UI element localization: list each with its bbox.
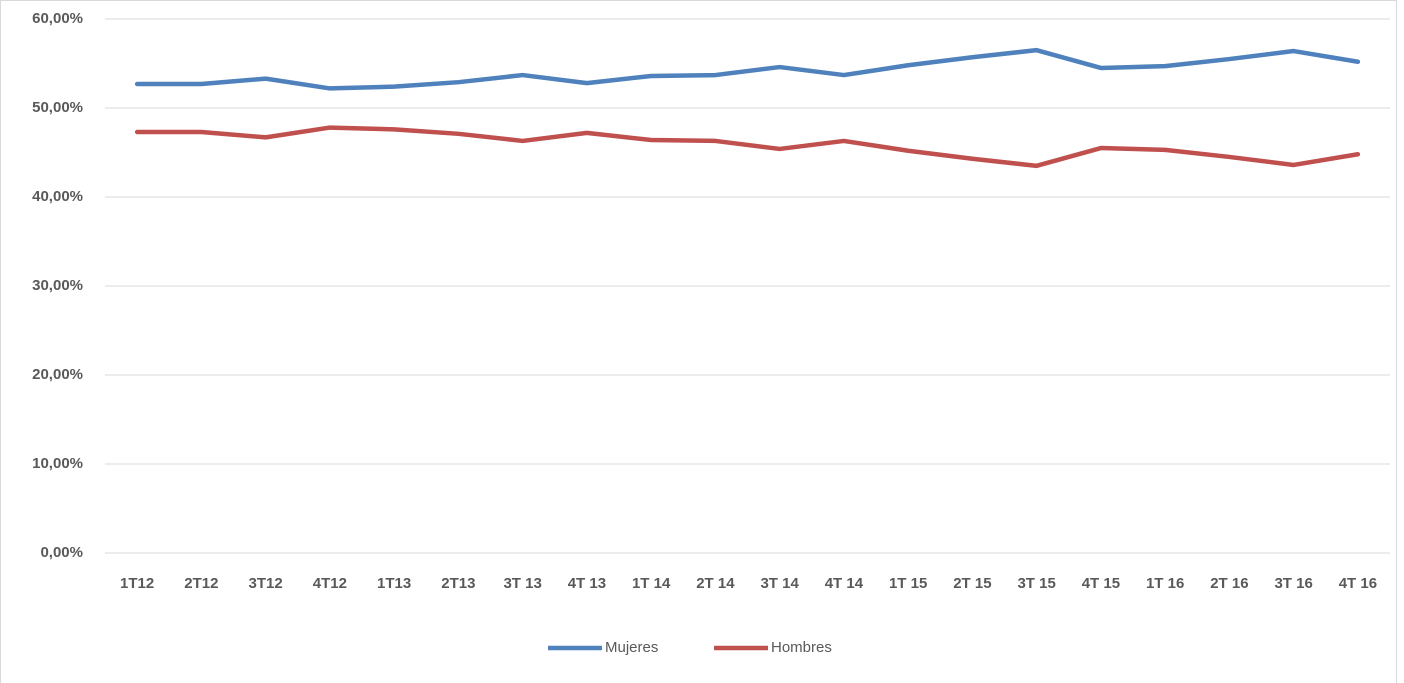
legend-label: Hombres <box>771 639 832 656</box>
x-tick-label: 3T 16 <box>1274 575 1312 592</box>
x-tick-label: 2T 14 <box>696 575 735 592</box>
y-tick-label: 40,00% <box>32 188 83 205</box>
x-tick-label: 3T 15 <box>1017 575 1055 592</box>
x-tick-label: 1T 14 <box>632 575 671 592</box>
x-tick-label: 3T 13 <box>503 575 541 592</box>
x-tick-label: 4T 15 <box>1082 575 1120 592</box>
x-tick-label: 2T12 <box>184 575 218 592</box>
x-tick-label: 1T 16 <box>1146 575 1184 592</box>
y-tick-label: 20,00% <box>32 366 83 383</box>
y-tick-label: 30,00% <box>32 277 83 294</box>
x-tick-label: 2T 15 <box>953 575 991 592</box>
x-tick-label: 2T13 <box>441 575 475 592</box>
x-tick-label: 1T13 <box>377 575 411 592</box>
x-tick-label: 2T 16 <box>1210 575 1248 592</box>
y-tick-label: 50,00% <box>32 99 83 116</box>
y-tick-label: 10,00% <box>32 455 83 472</box>
line-series <box>134 125 1361 169</box>
x-tick-label: 4T 14 <box>825 575 864 592</box>
legend-label: Mujeres <box>605 639 658 656</box>
y-tick-label: 0,00% <box>40 544 83 561</box>
x-tick-label: 3T12 <box>249 575 283 592</box>
x-tick-label: 1T12 <box>120 575 154 592</box>
x-tick-label: 4T 16 <box>1339 575 1377 592</box>
x-tick-label: 4T12 <box>313 575 347 592</box>
line-series <box>134 47 1361 91</box>
x-tick-label: 1T 15 <box>889 575 927 592</box>
x-tick-label: 4T 13 <box>568 575 606 592</box>
y-tick-label: 60,00% <box>32 10 83 27</box>
x-tick-label: 3T 14 <box>760 575 799 592</box>
